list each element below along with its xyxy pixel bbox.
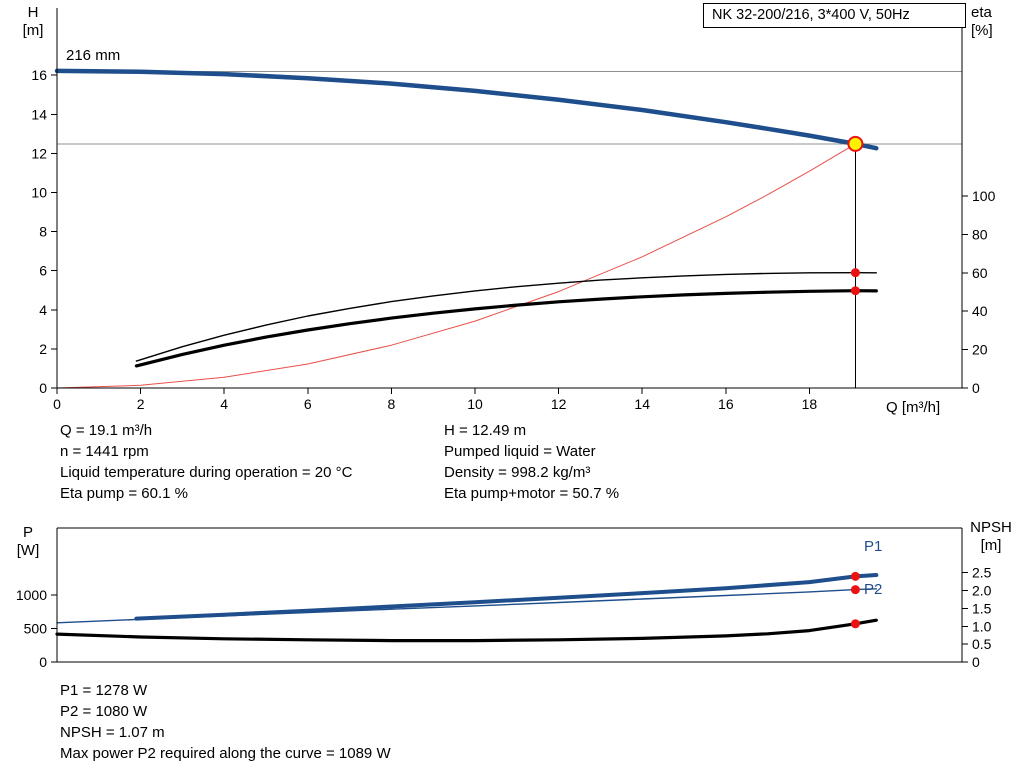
svg-text:14: 14: [31, 106, 47, 122]
svg-text:16: 16: [31, 67, 47, 83]
svg-text:1.5: 1.5: [972, 600, 992, 616]
results-left-column: Q = 19.1 m³/h n = 1441 rpm Liquid temper…: [60, 420, 352, 504]
svg-text:10: 10: [31, 185, 47, 201]
svg-text:0: 0: [39, 654, 47, 670]
p2-curve-label: P2: [864, 581, 883, 598]
svg-text:18: 18: [802, 396, 818, 412]
svg-text:40: 40: [972, 303, 988, 319]
result-speed: n = 1441 rpm: [60, 443, 149, 460]
duty-point-marker: [847, 135, 864, 152]
power-npsh-chart: 0 500 1000 0 0.5 1.0 1.52.0 2.5: [16, 527, 992, 670]
result-eta-pump: Eta pump = 60.1 %: [60, 485, 188, 502]
svg-text:2: 2: [137, 396, 145, 412]
svg-text:500: 500: [24, 621, 48, 637]
svg-text:12: 12: [31, 145, 47, 161]
end-point-marker: [850, 585, 860, 595]
footer-npsh: NPSH = 1.07 m: [60, 724, 165, 741]
q-axis-label: Q [m³/h]: [886, 399, 941, 416]
footer-max-power: Max power P2 required along the curve = …: [60, 745, 391, 762]
svg-text:6: 6: [304, 396, 312, 412]
result-eta-pump-motor: Eta pump+motor = 50.7 %: [444, 485, 620, 502]
svg-text:60: 60: [972, 265, 988, 281]
svg-text:2.0: 2.0: [972, 583, 992, 599]
p-axis-symbol: P: [22, 524, 33, 541]
svg-text:1000: 1000: [16, 587, 47, 603]
h-axis-label: H [m]: [14, 4, 52, 40]
svg-text:8: 8: [388, 396, 396, 412]
svg-text:20: 20: [972, 342, 988, 358]
svg-text:100: 100: [972, 188, 996, 204]
svg-text:0.5: 0.5: [972, 636, 992, 652]
svg-text:0: 0: [972, 380, 980, 396]
curve-eta-pump-motor: [134, 289, 878, 368]
p-axis-unit: [W]: [16, 542, 40, 559]
end-point-marker: [850, 268, 860, 278]
end-point-marker: [850, 286, 860, 296]
p1-curve-label: P1: [864, 538, 883, 555]
p-axis-label: P [W]: [8, 524, 48, 560]
curve-npsh: [55, 618, 878, 643]
svg-text:2: 2: [39, 341, 47, 357]
npsh-axis-symbol: NPSH: [970, 519, 1012, 536]
eta-axis-symbol: eta: [971, 4, 992, 21]
end-point-marker: [850, 619, 860, 629]
pump-title-box: NK 32-200/216, 3*400 V, 50Hz: [703, 3, 966, 28]
end-point-marker: [850, 571, 860, 581]
performance-chart: 0 2 4 6 8 10 12 14 16 18 0 2 4 6 8 10 12 14 16 0 20 40 60 80 100: [31, 8, 996, 412]
result-flow: Q = 19.1 m³/h: [60, 422, 153, 439]
curve-p1-power: [134, 573, 879, 621]
result-pumped-liquid: Pumped liquid = Water: [444, 443, 596, 460]
pump-title: NK 32-200/216, 3*400 V, 50Hz: [712, 7, 910, 23]
svg-text:0: 0: [972, 654, 980, 670]
curve-head-curve: [54, 68, 879, 151]
result-head: H = 12.49 m: [444, 422, 527, 439]
svg-text:2.5: 2.5: [972, 565, 992, 581]
npsh-axis-label: NPSH [m]: [962, 519, 1020, 555]
svg-text:4: 4: [39, 302, 47, 318]
npsh-axis-unit: [m]: [980, 537, 1002, 554]
svg-text:4: 4: [220, 396, 228, 412]
svg-text:12: 12: [551, 396, 567, 412]
impeller-diameter-label: 216 mm: [66, 47, 121, 64]
footer-p1: P1 = 1278 W: [60, 682, 148, 699]
svg-text:1.0: 1.0: [972, 618, 992, 634]
footer-p2: P2 = 1080 W: [60, 703, 148, 720]
svg-text:0: 0: [53, 396, 61, 412]
result-liquid-temp: Liquid temperature during operation = 20…: [60, 464, 353, 481]
results-right-column: H = 12.49 m Pumped liquid = Water Densit…: [444, 420, 619, 504]
eta-axis-label: eta [%]: [971, 4, 993, 40]
result-density: Density = 998.2 kg/m³: [444, 464, 591, 481]
h-axis-unit: [m]: [22, 22, 44, 39]
svg-text:10: 10: [467, 396, 483, 412]
svg-text:0: 0: [39, 380, 47, 396]
footer-results: P1 = 1278 W P2 = 1080 W NPSH = 1.07 m Ma…: [60, 680, 391, 764]
svg-text:8: 8: [39, 224, 47, 240]
curve-system-curve: [56, 143, 856, 389]
svg-text:16: 16: [718, 396, 734, 412]
eta-axis-unit: [%]: [971, 22, 993, 39]
svg-text:6: 6: [39, 263, 47, 279]
h-axis-symbol: H: [27, 4, 39, 21]
svg-text:14: 14: [634, 396, 650, 412]
svg-text:80: 80: [972, 226, 988, 242]
curve-eta-pump: [135, 272, 877, 362]
